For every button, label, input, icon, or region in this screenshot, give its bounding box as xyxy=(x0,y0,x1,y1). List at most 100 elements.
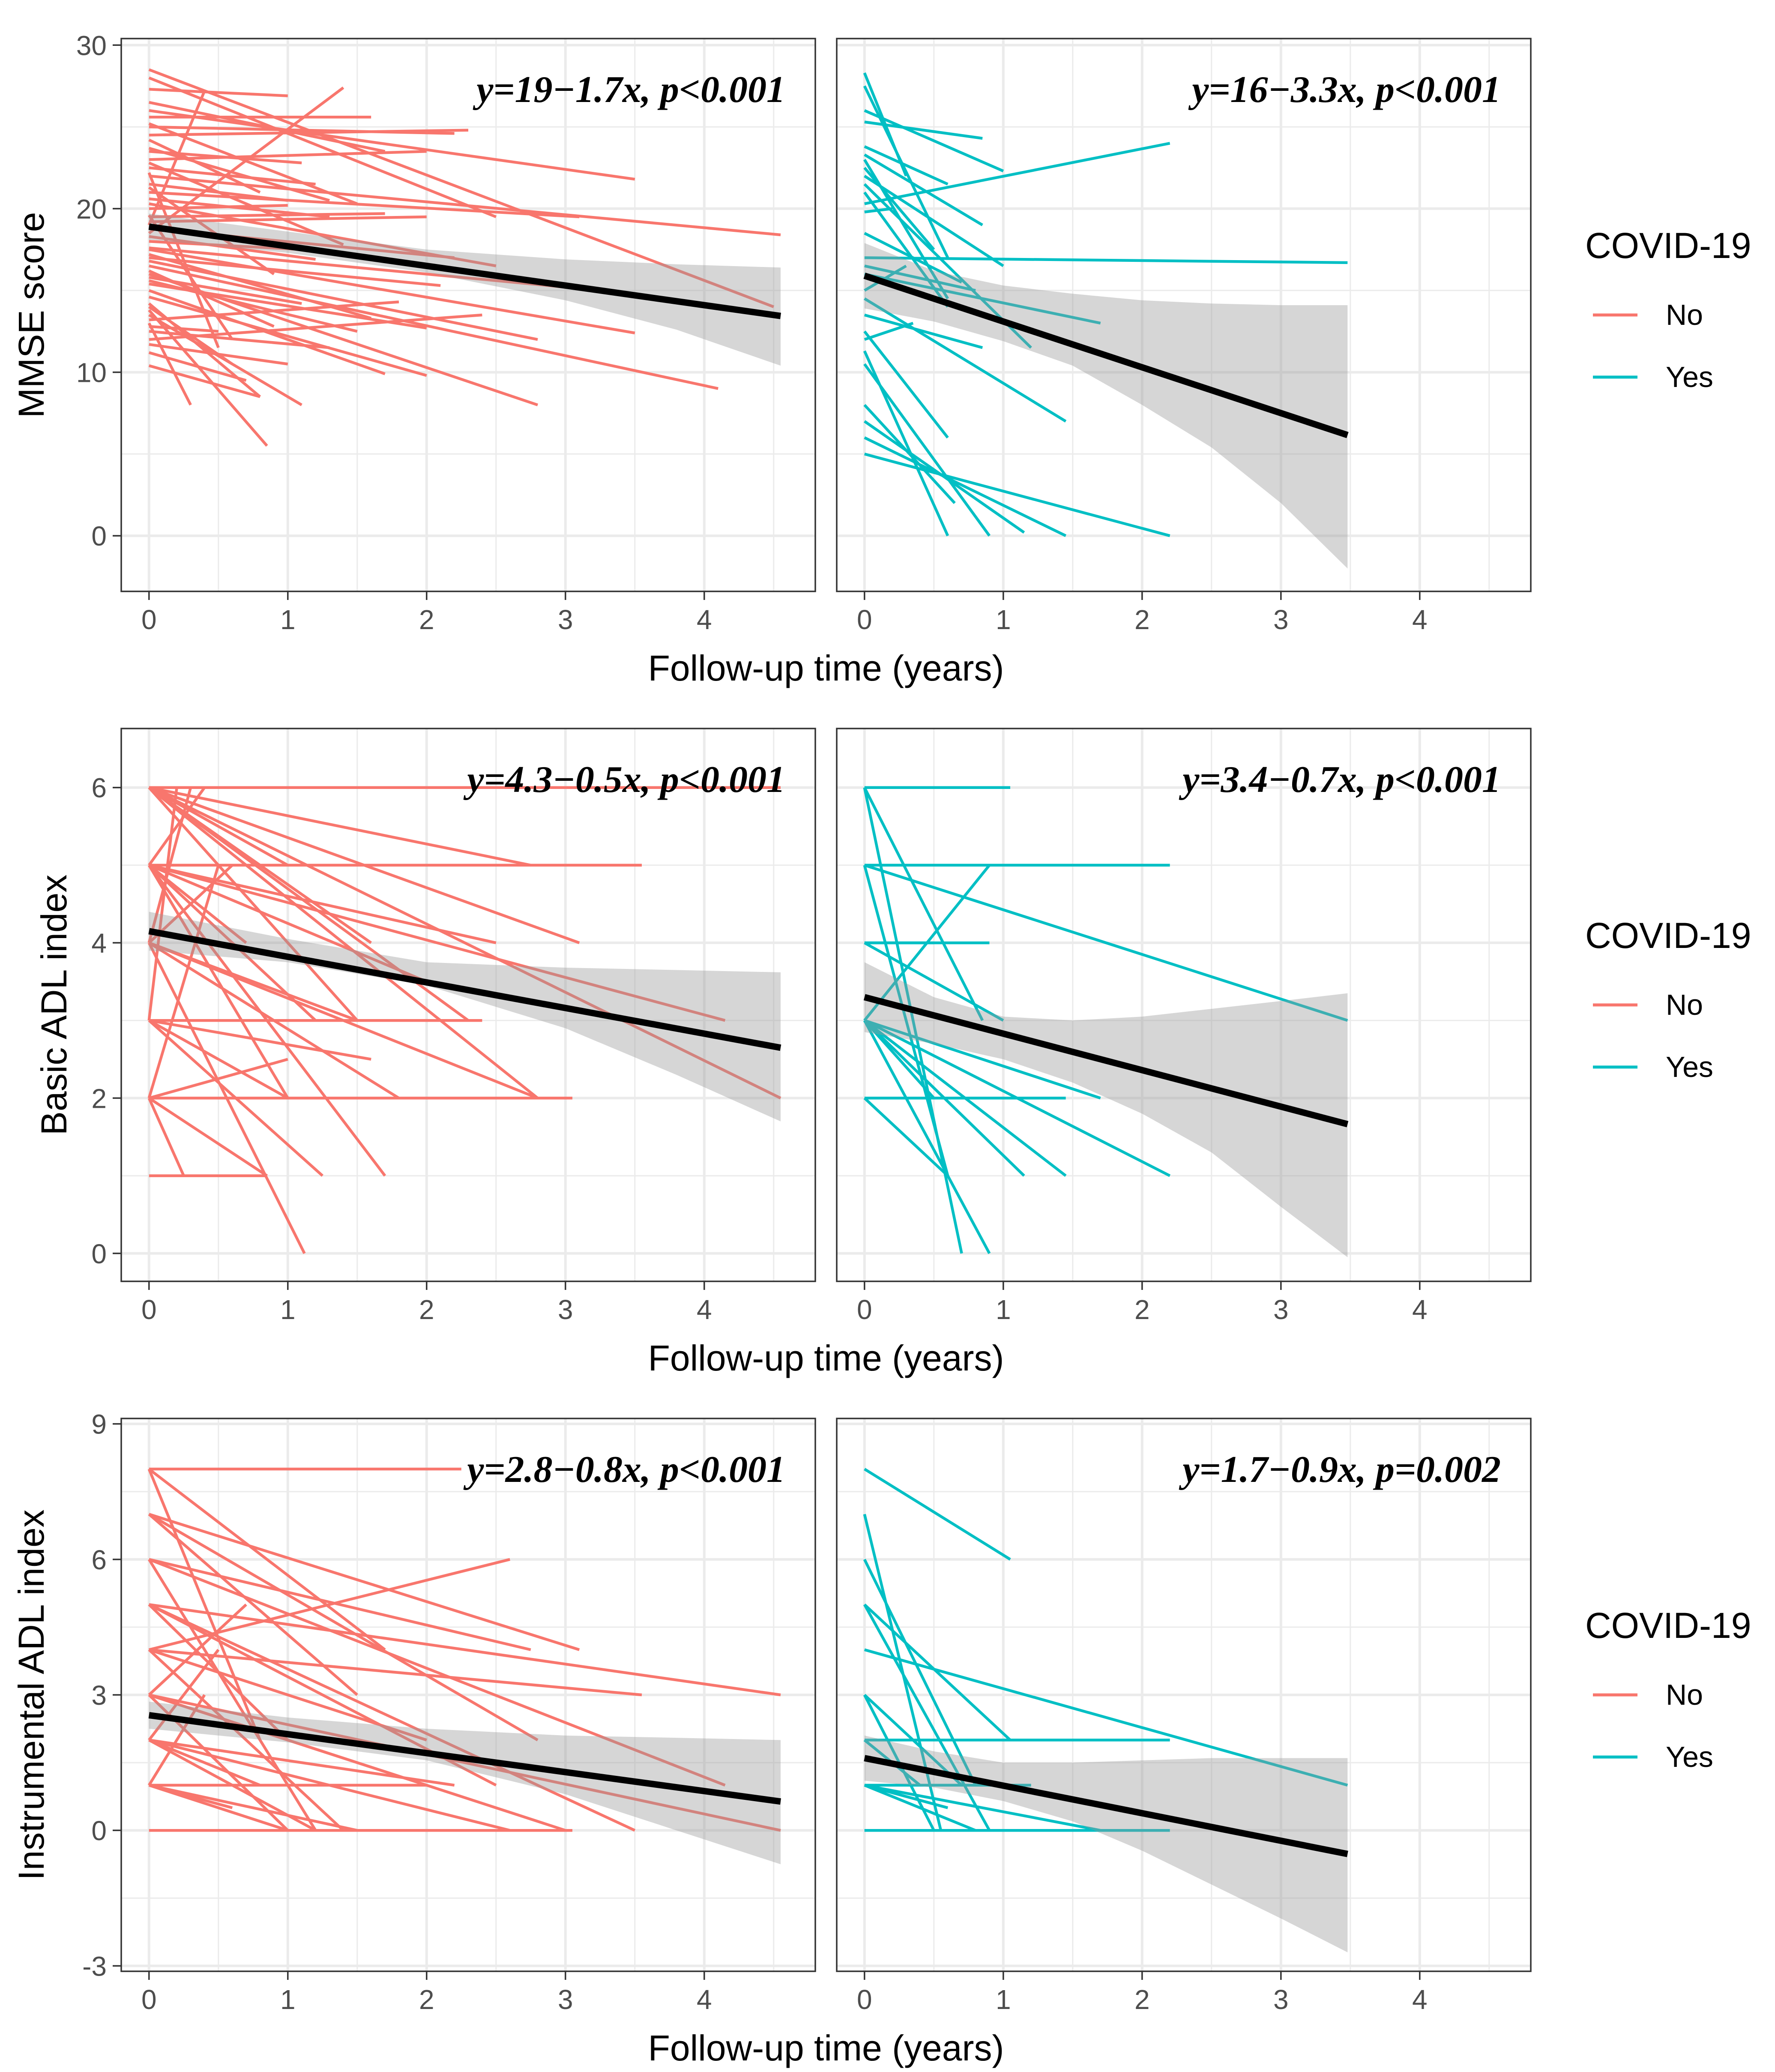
y-axis-title-mmse: MMSE score xyxy=(11,212,51,418)
legend-row-1: COVID-19 No Yes xyxy=(1585,225,1751,393)
trajectory-line xyxy=(149,150,427,161)
trajectory-line xyxy=(148,786,359,1022)
trajectory-line xyxy=(148,1648,427,1742)
trajectory-line xyxy=(864,1648,1348,1787)
x-tick-label: 2 xyxy=(1134,1984,1150,2015)
trajectory-line xyxy=(148,864,726,1022)
x-axis-title-row-1: Follow-up time (years) xyxy=(648,648,1004,688)
x-tick-label: 3 xyxy=(1273,1294,1289,1325)
panel-mmse-yes: y=16−3.3x, p<0.001 0 1 2 3 4 xyxy=(836,38,1532,635)
trajectory-line xyxy=(149,279,358,333)
trajectory-line xyxy=(149,191,580,219)
regression-annotation: y=4.3−0.5x, p<0.001 xyxy=(463,759,785,801)
trajectory-line xyxy=(147,787,178,1021)
trajectory-line xyxy=(148,1513,580,1651)
x-tick-label: 0 xyxy=(857,1294,872,1325)
trajectory-line xyxy=(148,1097,268,1177)
trajectory-line xyxy=(148,786,539,1099)
trajectory-line xyxy=(863,1020,935,1099)
trajectory-line xyxy=(864,174,1004,267)
panel-badl-no: y=4.3−0.5x, p<0.001 0 1 2 3 4 0 2 4 6 xyxy=(91,728,816,1325)
trajectory-line xyxy=(148,1603,636,1832)
plot-area xyxy=(147,786,781,1254)
trajectory-line xyxy=(864,273,1101,325)
trajectory-line xyxy=(148,786,206,866)
trajectory-line xyxy=(864,264,907,292)
regression-line xyxy=(863,273,1349,438)
y-axis-title-badl: Basic ADL index xyxy=(34,875,74,1136)
trajectory-line xyxy=(149,101,386,153)
panel-background xyxy=(837,729,1531,1281)
x-axis-title-row-3: Follow-up time (years) xyxy=(648,2028,1004,2068)
legend-row-3: COVID-19 No Yes xyxy=(1585,1605,1751,1773)
y-tick-label: 6 xyxy=(91,1544,107,1575)
x-tick-label: 3 xyxy=(558,1294,573,1325)
legend-title: COVID-19 xyxy=(1585,225,1751,266)
y-tick-label: 9 xyxy=(91,1409,107,1440)
trajectory-line xyxy=(863,1097,949,1177)
trajectory-line xyxy=(148,1649,220,1741)
regression-annotation: y=1.7−0.9x, p=0.002 xyxy=(1179,1449,1501,1490)
x-tick-label: 1 xyxy=(280,1294,296,1325)
panel-frame xyxy=(836,1418,1532,1972)
y-axis-title-iadl: Instrumental ADL index xyxy=(11,1509,51,1880)
x-tick-label: 0 xyxy=(141,604,157,635)
confidence-band xyxy=(149,912,781,1121)
plot-area xyxy=(863,786,1349,1257)
trajectory-line xyxy=(148,295,427,377)
x-tick-label: 1 xyxy=(996,1294,1011,1325)
legend-label-no: No xyxy=(1666,1679,1703,1711)
trajectory-line xyxy=(148,1513,539,1742)
regression-line xyxy=(148,223,781,319)
trajectory-line xyxy=(864,297,1067,423)
x-tick-label: 1 xyxy=(996,1984,1011,2015)
x-tick-label: 4 xyxy=(1412,604,1428,635)
trajectory-line xyxy=(148,364,260,398)
trajectory-line xyxy=(864,1784,1101,1832)
trajectory-line xyxy=(149,1739,455,1787)
regression-line xyxy=(148,1712,781,1805)
x-tick-label: 4 xyxy=(697,1294,712,1325)
x-tick-label: 3 xyxy=(558,604,573,635)
trajectory-line xyxy=(863,85,949,258)
trajectory-line xyxy=(148,1649,344,1832)
x-tick-label: 4 xyxy=(1412,1984,1428,2015)
x-tick-label: 1 xyxy=(996,604,1011,635)
panel-frame xyxy=(120,38,816,592)
x-tick-label: 4 xyxy=(697,604,712,635)
confidence-band xyxy=(864,1735,1348,1952)
panel-badl-yes: y=3.4−0.7x, p<0.001 0 1 2 3 4 xyxy=(836,728,1532,1325)
x-tick-label: 0 xyxy=(141,1984,157,2015)
y-tick-label: 0 xyxy=(91,1238,107,1269)
y-tick-label: 0 xyxy=(91,521,107,552)
trajectory-line xyxy=(864,313,983,349)
trajectory-line xyxy=(148,76,497,219)
trajectory-line xyxy=(147,864,220,1099)
trajectory-line xyxy=(864,436,1067,537)
trajectory-line xyxy=(864,1019,1101,1100)
trajectory-line xyxy=(149,256,441,287)
trajectory-line xyxy=(864,145,949,186)
trajectory-line xyxy=(864,1784,949,1809)
trajectory-line xyxy=(149,1648,642,1697)
trajectory-line xyxy=(864,264,976,292)
legend-label-no: No xyxy=(1666,989,1703,1021)
trajectory-line xyxy=(148,1019,289,1100)
plot-area xyxy=(147,1467,781,1865)
trajectory-line xyxy=(147,172,220,348)
plot-area xyxy=(147,68,781,447)
trajectory-line xyxy=(863,363,991,537)
regression-annotation: y=19−1.7x, p<0.001 xyxy=(473,69,785,111)
legend-row-2: COVID-19 No Yes xyxy=(1585,915,1751,1083)
trajectory-line xyxy=(147,90,206,226)
trajectory-line xyxy=(864,942,1004,1022)
trajectory-line xyxy=(148,786,289,867)
legend-label-yes: Yes xyxy=(1666,1741,1713,1773)
trajectory-line xyxy=(148,270,275,328)
trajectory-line xyxy=(148,942,358,1022)
trajectory-line xyxy=(863,1604,991,1831)
confidence-band xyxy=(864,243,1348,569)
y-tick-label: -3 xyxy=(82,1951,107,1982)
y-tick-label: 30 xyxy=(76,30,107,61)
y-tick-label: 20 xyxy=(76,194,107,225)
